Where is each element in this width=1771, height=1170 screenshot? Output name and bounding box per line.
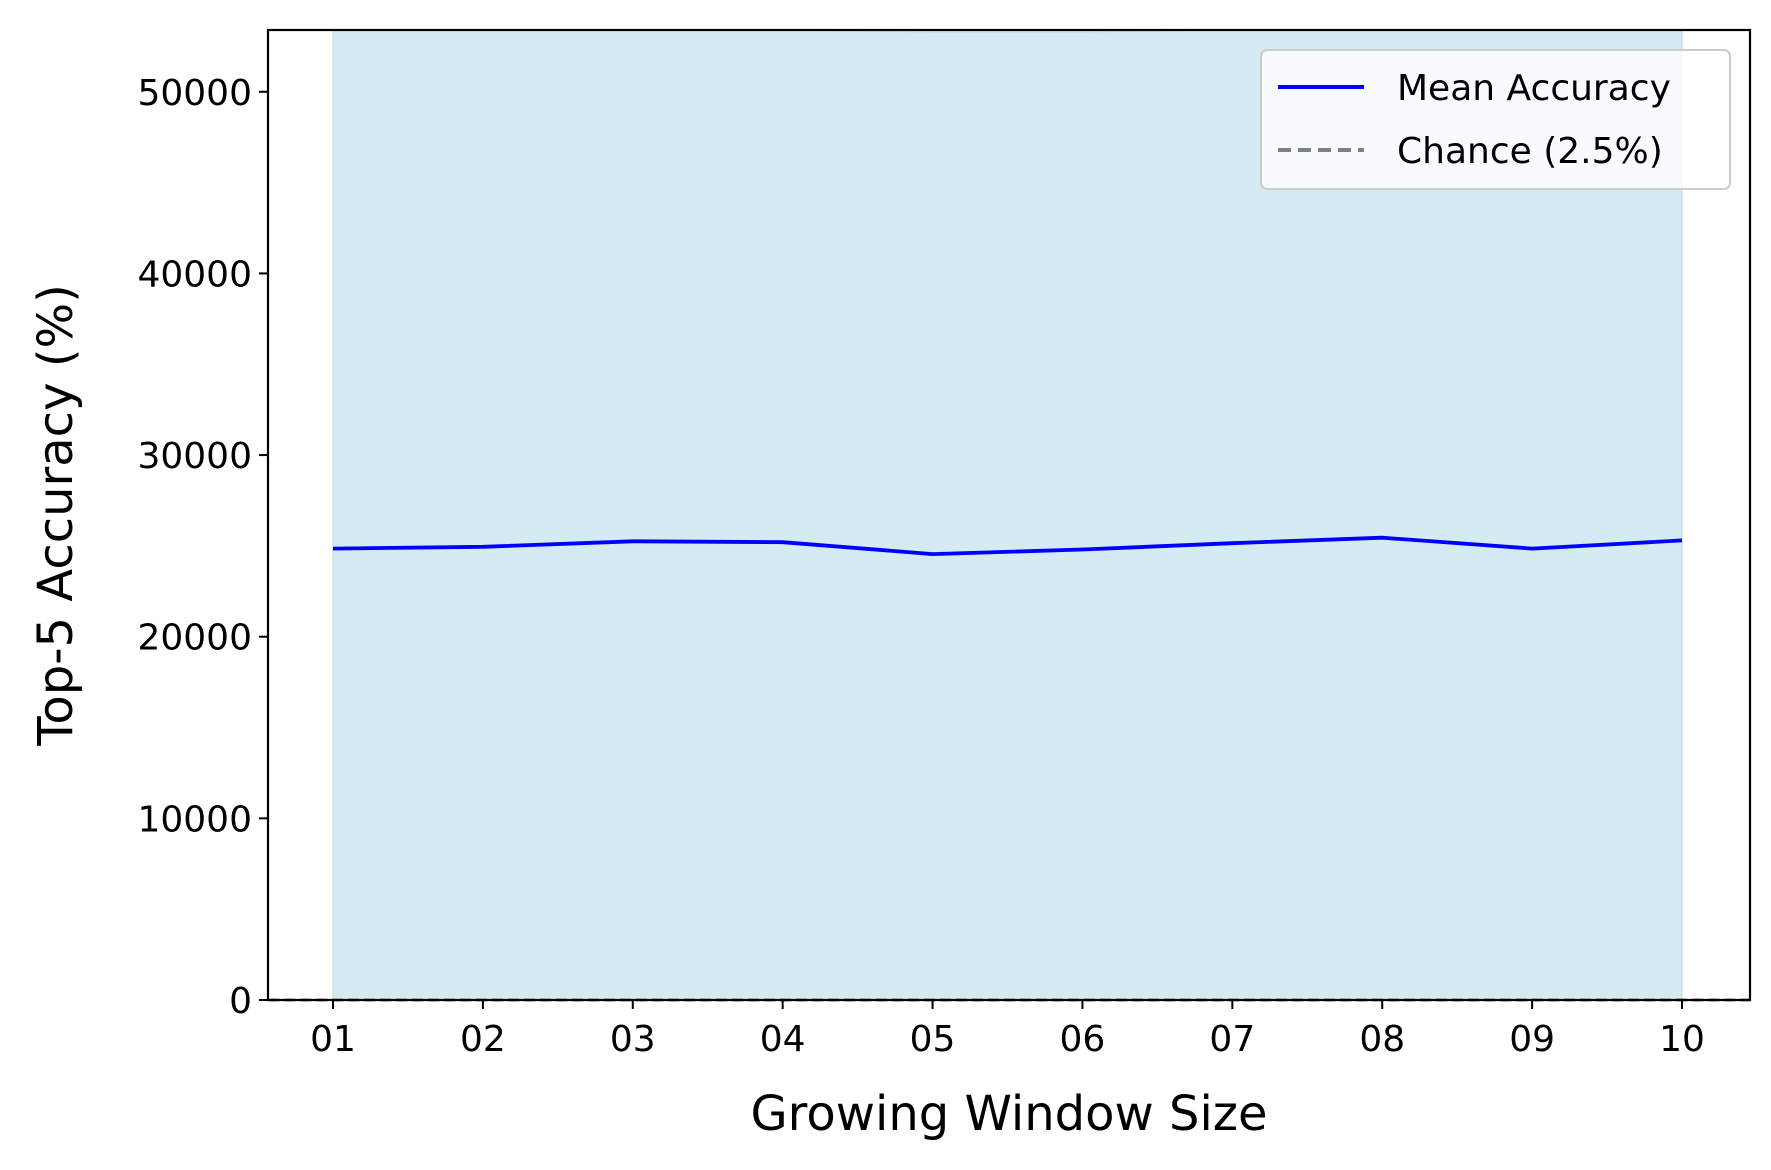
y-tick-label: 0 (229, 981, 252, 1022)
y-tick-label: 30000 (137, 436, 252, 477)
x-tick-label: 02 (460, 1019, 506, 1060)
x-tick-label: 04 (760, 1019, 806, 1060)
y-tick-label: 10000 (137, 799, 252, 840)
y-tick-label: 20000 (137, 618, 252, 659)
plot-frame (266, 28, 1752, 1002)
mean-accuracy-line (332, 535, 1683, 556)
legend: Mean Accuracy Chance (2.5%) (1260, 49, 1731, 190)
x-tick-label: 09 (1509, 1019, 1555, 1060)
y-axis-ticks: 0 10000 20000 30000 40000 50000 (137, 73, 268, 1022)
y-axis-title: Top-5 Accuracy (%) (28, 284, 84, 747)
y-tick-label: 50000 (137, 73, 252, 114)
x-tick-label: 03 (610, 1019, 656, 1060)
x-tick-label: 10 (1659, 1019, 1705, 1060)
x-tick-label: 07 (1209, 1019, 1255, 1060)
x-tick-label: 01 (310, 1019, 356, 1060)
legend-entry-label: Chance (2.5%) (1397, 131, 1663, 172)
x-tick-label: 08 (1359, 1019, 1405, 1060)
x-axis-title: Growing Window Size (750, 1086, 1267, 1142)
x-tick-label: 06 (1060, 1019, 1106, 1060)
y-tick-label: 40000 (137, 254, 252, 295)
legend-box (1260, 49, 1731, 190)
x-axis-ticks: 01 02 03 04 05 06 07 08 09 10 (310, 1000, 1705, 1060)
x-tick-label: 05 (910, 1019, 956, 1060)
legend-entry-label: Mean Accuracy (1397, 68, 1671, 109)
